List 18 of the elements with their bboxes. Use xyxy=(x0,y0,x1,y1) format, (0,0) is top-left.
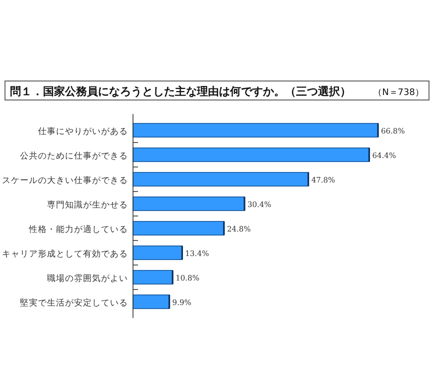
y-tick-label: スケールの大きい仕事ができる xyxy=(2,174,128,186)
bar xyxy=(132,294,170,310)
bar xyxy=(132,196,245,212)
y-tick-label: 堅実で生活が安定している xyxy=(20,297,128,308)
bar xyxy=(132,147,370,162)
bar xyxy=(132,220,224,236)
bar xyxy=(132,122,378,138)
y-tick-label: 性格・能力が適している xyxy=(28,224,128,235)
y-tick-label: 職場の雰囲気がよい xyxy=(47,272,128,284)
bar xyxy=(132,172,309,187)
chart-title: 問１．国家公務員になろうとした主な理由は何ですか。（三つ選択） xyxy=(10,85,351,98)
y-tick-label: 専門知識が生かせる xyxy=(47,199,128,210)
bar xyxy=(132,270,174,285)
y-tick-label: 公共のために仕事ができる xyxy=(20,150,128,162)
bar xyxy=(132,245,183,260)
y-tick-label: 仕事にやりがいがある xyxy=(38,126,128,137)
y-tick-label: キャリア形成として有効である xyxy=(2,248,128,260)
text: （N＝738） xyxy=(373,88,424,98)
